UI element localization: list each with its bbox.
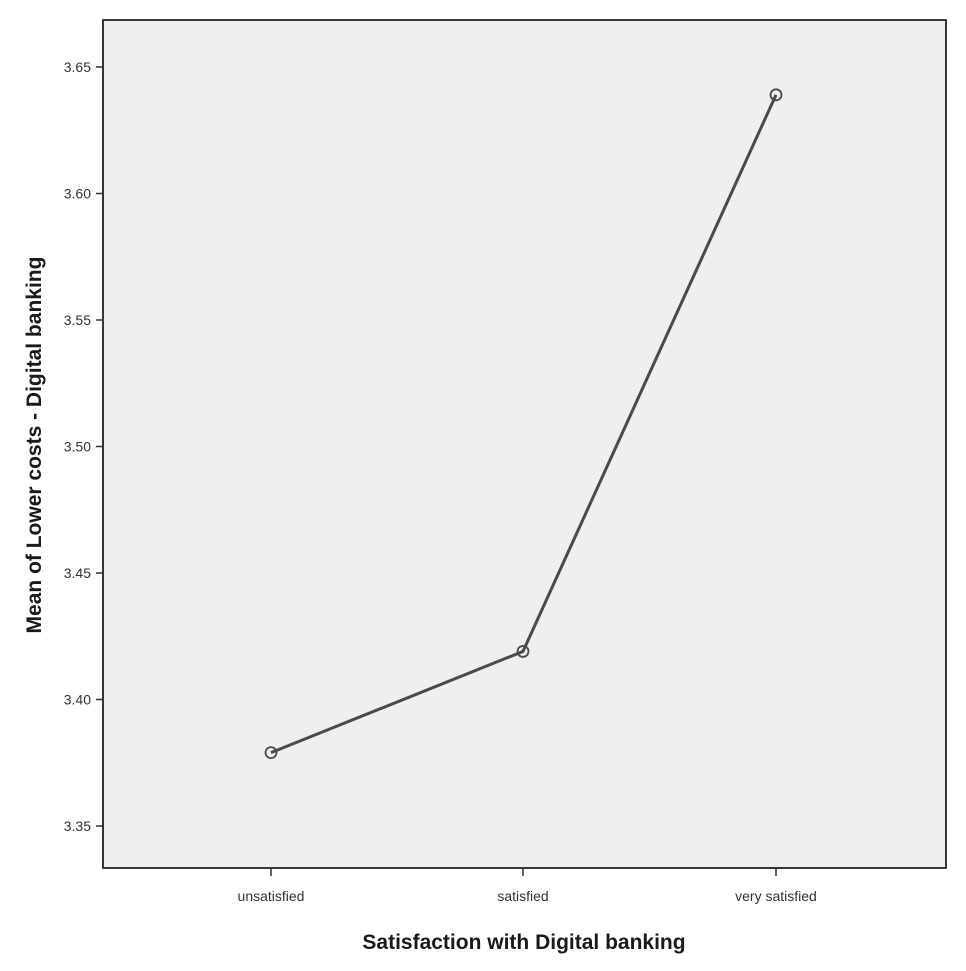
series-layer	[264, 88, 783, 760]
y-tick-label: 3.65	[64, 59, 91, 75]
x-tick-label: very satisfied	[735, 888, 817, 904]
y-axis-title: Mean of Lower costs - Digital banking	[23, 257, 46, 634]
y-tick-label: 3.45	[64, 565, 91, 581]
series-line	[270, 94, 778, 755]
y-tick-label: 3.55	[64, 312, 91, 328]
data-point-marker	[769, 88, 783, 102]
data-point-marker	[264, 746, 278, 760]
y-tick-label: 3.35	[64, 818, 91, 834]
x-axis-title: Satisfaction with Digital banking	[362, 931, 685, 954]
x-axis: unsatisfied satisfied very satisfied	[238, 868, 817, 904]
x-tick-label: unsatisfied	[238, 888, 305, 904]
y-tick-label: 3.40	[64, 692, 91, 708]
y-tick-label: 3.50	[64, 439, 91, 455]
y-axis: 3.35 3.40 3.45 3.50 3.55 3.60 3.65	[64, 59, 103, 834]
plot-area	[102, 19, 947, 869]
x-tick-label: satisfied	[497, 888, 548, 904]
y-tick-label: 3.60	[64, 186, 91, 202]
data-point-marker	[516, 645, 530, 658]
